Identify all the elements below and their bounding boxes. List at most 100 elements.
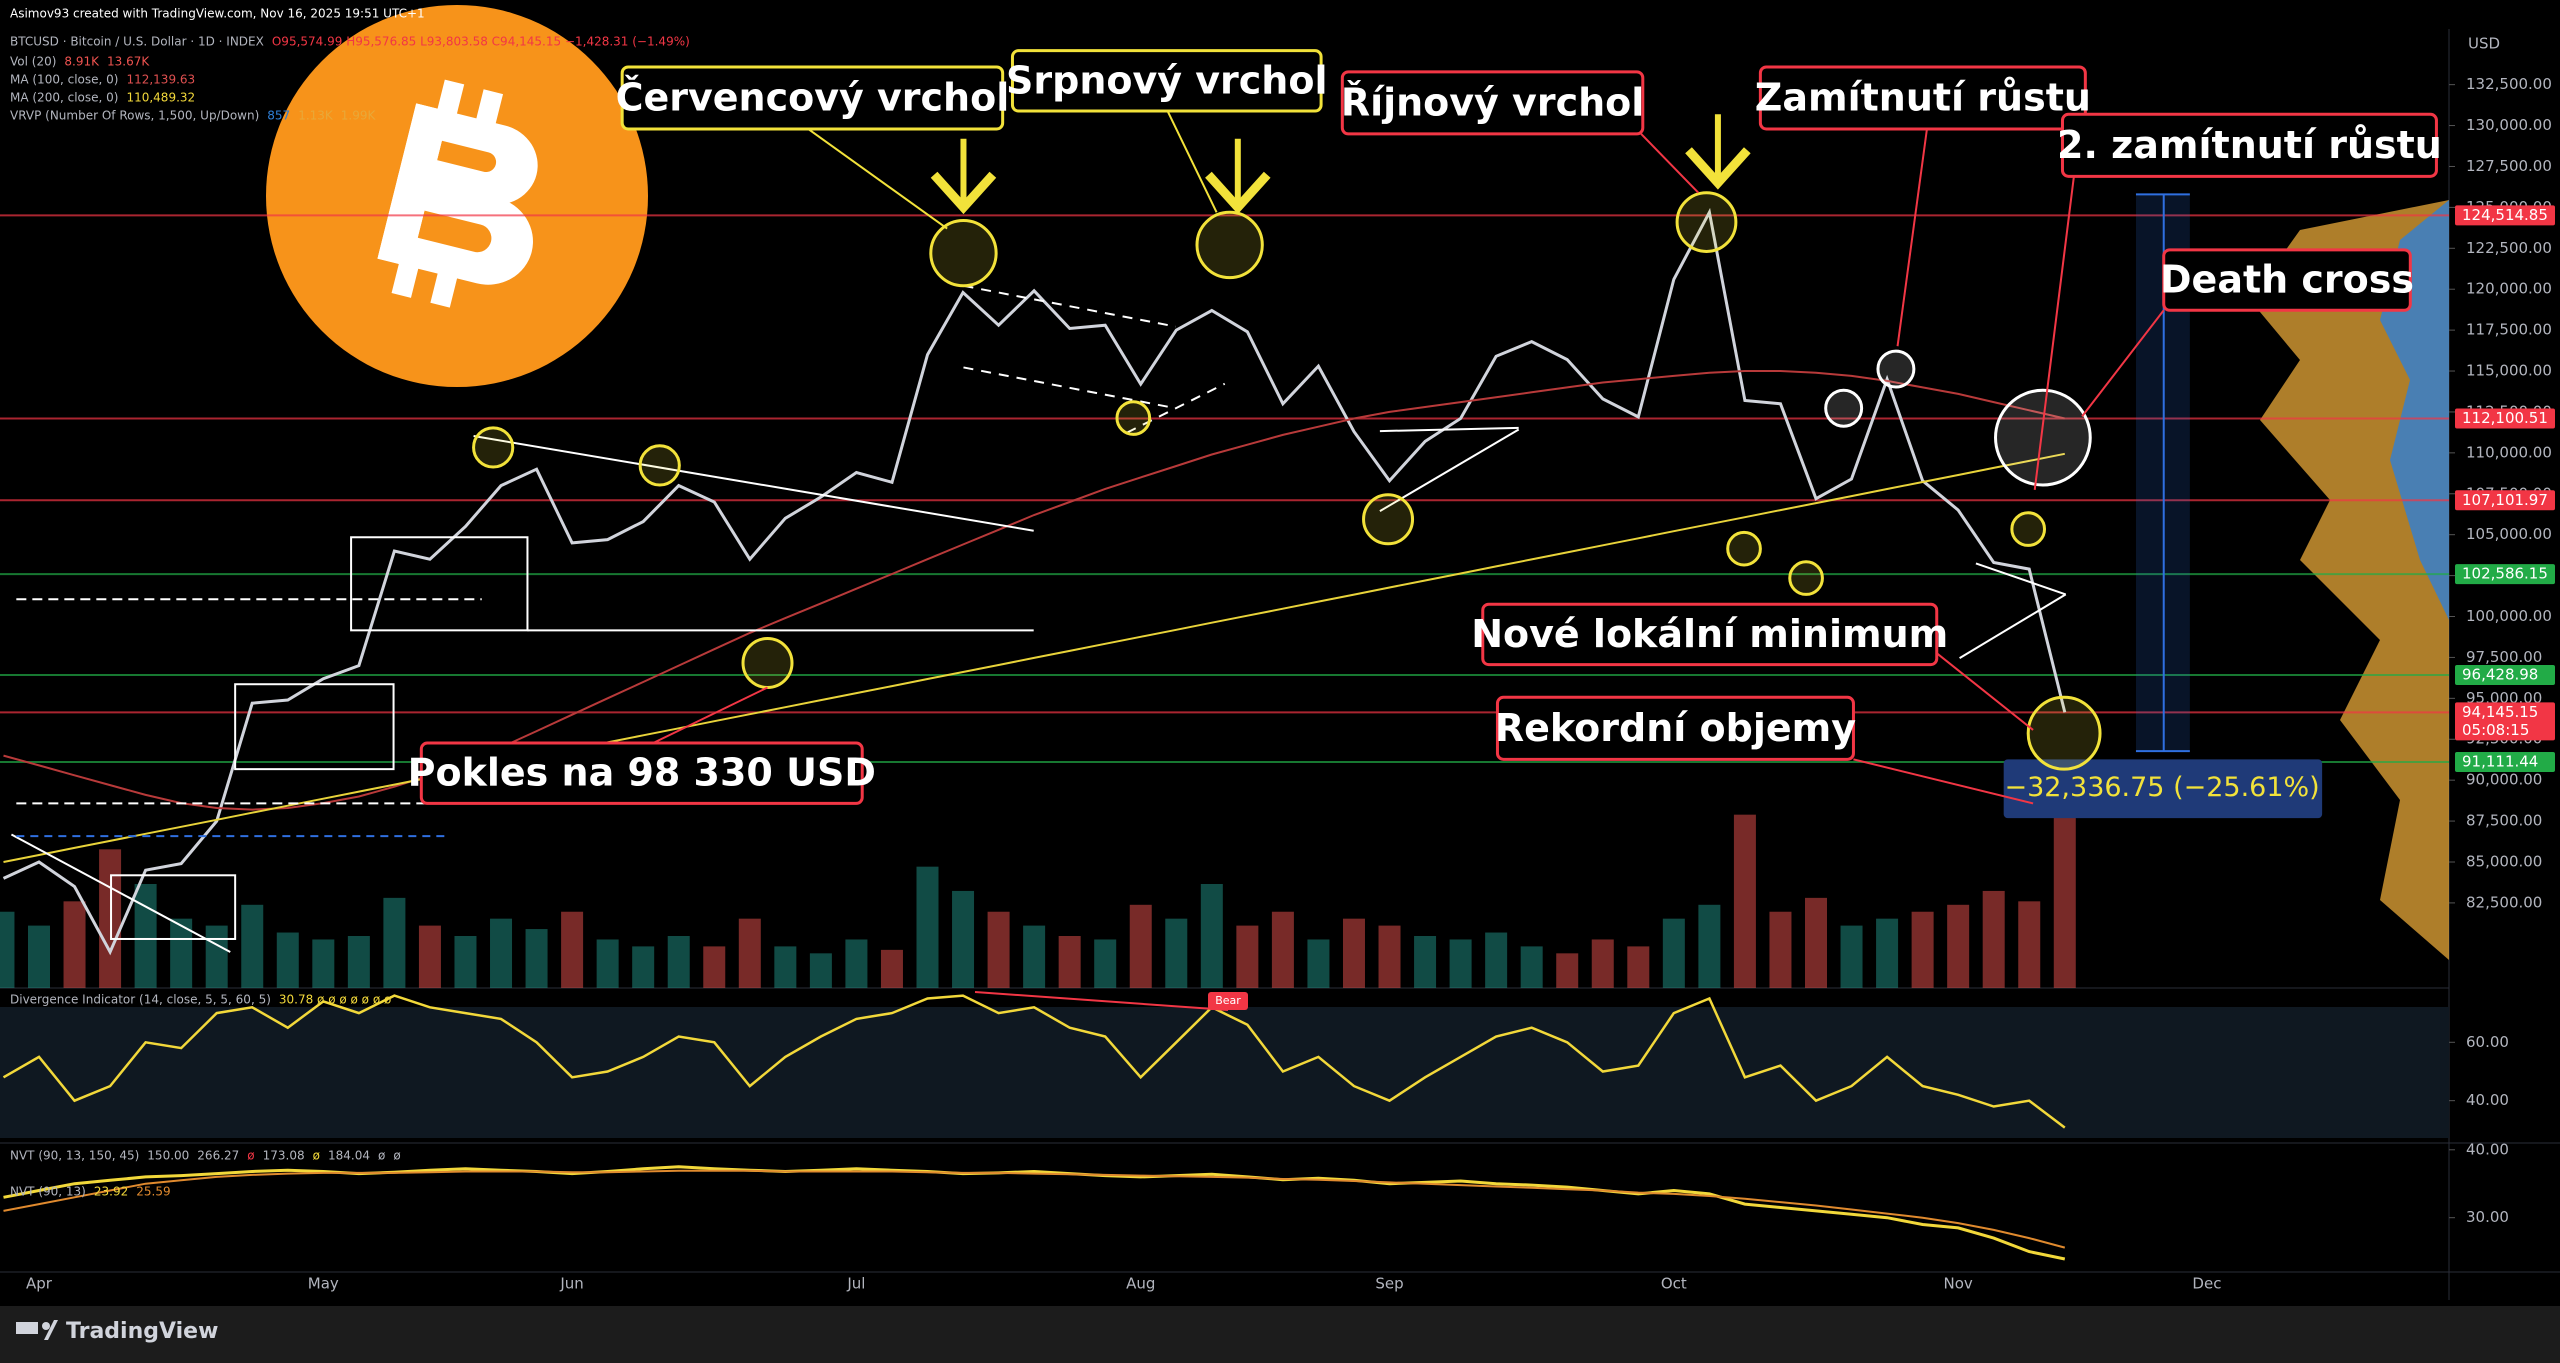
y-tick-label: 117,500.00	[2466, 321, 2552, 339]
legend-text: VRVP (Number Of Rows, 1,500, Up/Down)	[10, 109, 259, 123]
y-tick-label: 130,000.00	[2466, 116, 2552, 134]
volume-bar	[1058, 936, 1081, 988]
volume-bar	[1627, 946, 1650, 988]
price-label: 102,586.15	[2462, 565, 2548, 583]
drawing-line	[1640, 133, 1700, 194]
legend-text: 23.92	[94, 1185, 128, 1199]
annotation-box	[1495, 695, 1855, 761]
drawing-line	[2033, 176, 2075, 491]
highlight-circle	[1994, 388, 2092, 487]
annotation-box	[1340, 70, 1645, 136]
legend-text: 857	[267, 109, 290, 123]
measure-label: −32,336.75 (−25.61%)	[2004, 772, 2319, 803]
legend-text: ø	[378, 1149, 385, 1163]
legend-text: ø	[313, 1149, 320, 1163]
volume-bar	[2018, 901, 2041, 988]
highlight-circle	[1195, 210, 1264, 280]
highlight-circle	[472, 426, 515, 469]
y-tick-label: 40.00	[2466, 1091, 2509, 1109]
volume-bar	[205, 925, 228, 988]
y-tick-label: 30.00	[2466, 1208, 2509, 1226]
price-label-box	[2455, 751, 2555, 772]
highlight-circle	[1362, 493, 1415, 546]
y-tick-label: 100,000.00	[2466, 607, 2552, 625]
volume-bar	[276, 932, 299, 988]
volume-bar	[667, 936, 690, 988]
volume-bar	[170, 918, 193, 988]
volume-bar	[1982, 890, 2005, 988]
series-line	[3, 452, 2065, 863]
drawing-line	[1126, 382, 1226, 434]
highlight-circle	[2026, 695, 2102, 771]
legend-text: 1.13K	[298, 109, 334, 123]
volume-bar	[952, 890, 975, 988]
arrow-head	[1685, 147, 1751, 190]
annotation: Srpnový vrchol	[1006, 58, 1327, 102]
volume-bar	[1449, 939, 1472, 988]
drawing-line	[473, 435, 1034, 532]
drawing-line	[1936, 652, 2034, 731]
series-line	[3, 1169, 2066, 1249]
x-tick-label: Aug	[1126, 1275, 1155, 1293]
highlight-circle	[1788, 560, 1824, 596]
drawing-line	[10, 833, 231, 953]
x-tick-label: Sep	[1375, 1275, 1403, 1293]
annotation: Říjnový vrchol	[1341, 80, 1644, 124]
price-label: 107,101.97	[2462, 491, 2548, 509]
legend-text: 150.00	[147, 1149, 189, 1163]
countdown: 05:08:15	[2462, 721, 2529, 739]
x-tick-label: Nov	[1944, 1275, 1973, 1293]
y-tick-label: 122,500.00	[2466, 239, 2552, 257]
volume-bar	[880, 949, 903, 988]
volume-profile	[2250, 200, 2449, 960]
annotation: Červencový vrchol	[616, 75, 1010, 119]
volume-bar	[1129, 904, 1152, 988]
drawing-line	[1896, 128, 1928, 347]
x-tick-label: Jun	[559, 1275, 583, 1293]
y-tick-label: 132,500.00	[2466, 75, 2552, 93]
legend-text: MA (200, close, 0)	[10, 91, 118, 105]
volume-bar	[1342, 918, 1365, 988]
volume-bar	[312, 939, 335, 988]
volume-bar	[1485, 932, 1508, 988]
legend-text: MA (100, close, 0)	[10, 73, 118, 87]
legend-text: 30.78 ø ø ø ø ø ø ø	[279, 993, 391, 1007]
volume-bar	[1947, 904, 1970, 988]
highlight-circle	[1824, 388, 1864, 428]
price-label: 94,145.15	[2462, 703, 2538, 721]
annotation: Zamítnutí růstu	[1755, 75, 2091, 119]
x-tick-label: Jul	[846, 1275, 865, 1293]
volume-bar	[0, 911, 15, 988]
highlight-circle	[929, 218, 998, 288]
price-label-box	[2455, 205, 2555, 226]
volume-bar	[1556, 953, 1579, 988]
annotation-box	[1481, 602, 1939, 667]
y-tick-label: 90,000.00	[2466, 771, 2542, 789]
volume-bar	[774, 946, 797, 988]
volume-bar	[490, 918, 513, 988]
volume-bar	[1662, 918, 1685, 988]
y-tick-label: 120,000.00	[2466, 280, 2552, 298]
bitcoin-logo	[266, 5, 648, 387]
volume-bar	[916, 866, 939, 988]
pane-background	[0, 1007, 2449, 1138]
volume-bar	[525, 929, 548, 988]
volume-bar	[1271, 911, 1294, 988]
drawing-line	[1975, 562, 2067, 596]
arrow-head	[930, 171, 997, 215]
price-label-box	[2455, 408, 2555, 429]
drawing-line	[1959, 593, 2067, 659]
volume-bar	[383, 897, 406, 988]
legend-text: 266.27	[197, 1149, 239, 1163]
measure-box	[2003, 759, 2323, 819]
drawing-box	[110, 874, 237, 940]
x-tick-label: Apr	[26, 1275, 53, 1293]
volume-bar	[1200, 884, 1223, 988]
drawing-line	[963, 366, 1176, 410]
volume-bar	[347, 936, 370, 988]
annotation-box	[1010, 49, 1323, 113]
volume-bar	[738, 918, 761, 988]
legend-text: 112,139.63	[126, 73, 195, 87]
tradingview-logo	[16, 1320, 58, 1340]
